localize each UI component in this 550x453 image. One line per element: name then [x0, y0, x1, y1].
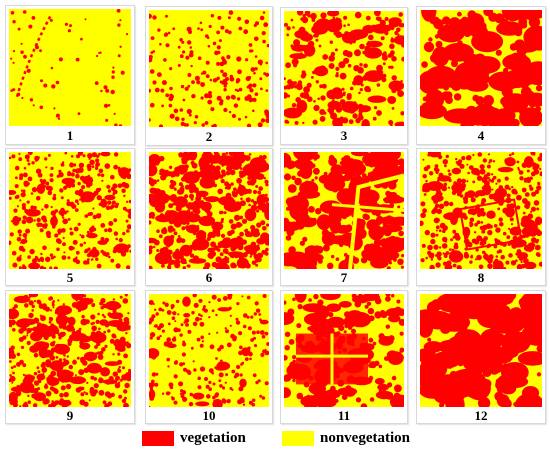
panel-label-11: 11	[337, 408, 351, 423]
vegetation-legend-label: vegetation	[180, 430, 246, 446]
panel-label-5: 5	[66, 270, 74, 285]
classification-map-6	[149, 152, 269, 269]
panel-label-10: 10	[202, 408, 216, 423]
map-panel-2: 2	[145, 6, 273, 146]
classification-map-10	[149, 294, 269, 407]
nonvegetation-swatch	[282, 431, 314, 446]
panel-label-12: 12	[474, 408, 488, 423]
classification-map-3	[284, 11, 404, 126]
classification-map-11	[284, 294, 404, 407]
map-panel-3: 3	[280, 7, 408, 145]
legend: vegetation nonvegetation	[142, 429, 442, 449]
map-panel-5: 5	[5, 148, 135, 286]
map-panel-7: 7	[280, 148, 408, 286]
classification-map-1	[9, 9, 131, 126]
panel-label-9: 9	[66, 408, 74, 423]
panel-label-1: 1	[66, 128, 74, 143]
map-panel-12: 12	[416, 290, 546, 424]
panel-label-3: 3	[340, 128, 348, 143]
map-panel-1: 1	[5, 5, 135, 145]
map-panel-11: 11	[280, 290, 408, 424]
panel-label-8: 8	[477, 270, 485, 285]
panel-label-7: 7	[340, 270, 348, 285]
map-panel-6: 6	[145, 148, 273, 286]
classification-map-2	[149, 10, 269, 127]
classification-map-7	[284, 152, 404, 269]
map-panel-9: 9	[5, 290, 135, 424]
classification-map-8	[420, 152, 542, 269]
panel-label-4: 4	[477, 128, 485, 143]
classification-map-9	[9, 294, 131, 407]
panel-label-6: 6	[205, 270, 213, 285]
classification-map-12	[420, 294, 542, 407]
map-panel-4: 4	[416, 6, 546, 145]
map-panel-8: 8	[416, 148, 546, 286]
classification-map-5	[9, 152, 131, 269]
classification-map-4	[420, 10, 542, 126]
nonvegetation-legend-label: nonvegetation	[320, 430, 410, 446]
panel-label-2: 2	[205, 129, 213, 144]
vegetation-swatch	[142, 431, 174, 446]
map-panel-10: 10	[145, 290, 273, 424]
